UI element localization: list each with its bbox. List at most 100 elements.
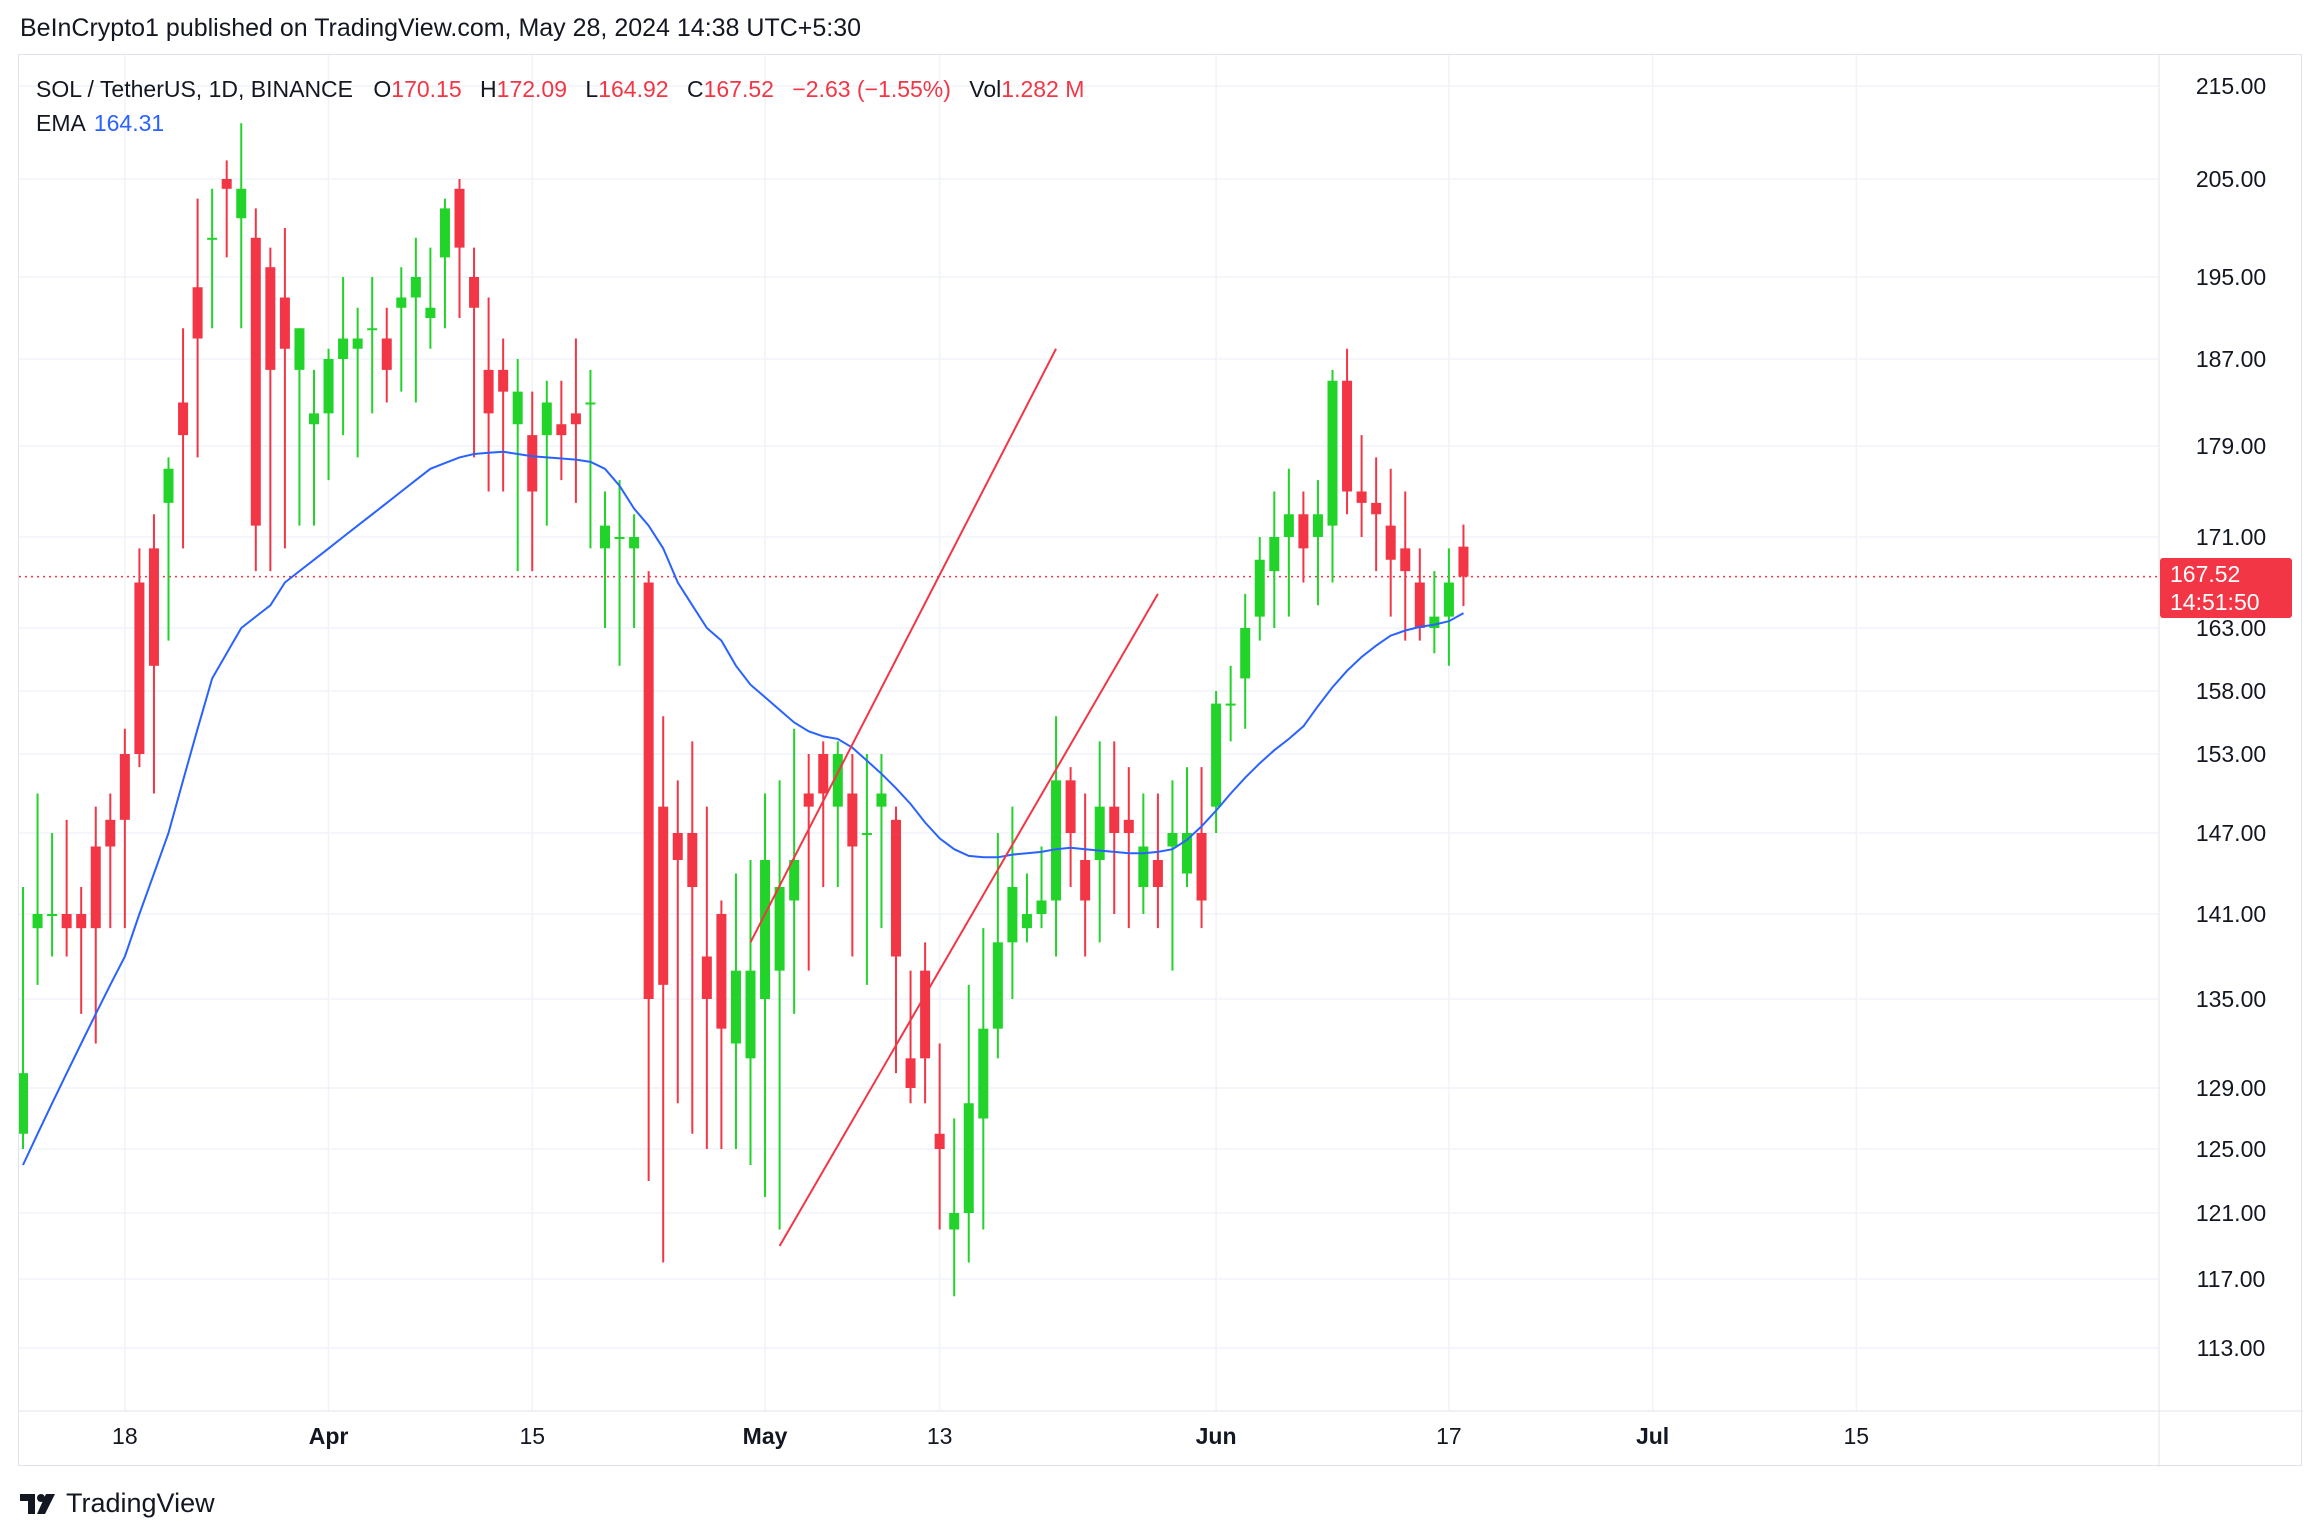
low-label: L [585, 76, 599, 102]
candle-body [541, 402, 552, 436]
candle-body [1109, 806, 1120, 833]
tradingview-logo-icon [20, 1493, 55, 1514]
bar-countdown: 14:51:50 [2170, 589, 2260, 615]
candle-body [803, 793, 814, 807]
candle-body [323, 359, 334, 414]
volume-label: Vol [969, 76, 1002, 102]
trendline-channel-top [749, 348, 1057, 943]
candle-body [1167, 833, 1178, 847]
candle-body [1400, 548, 1411, 572]
candle-body [425, 307, 436, 318]
price-tick-label: 158.00 [2196, 678, 2266, 704]
candle-body [818, 754, 829, 794]
candle-body [221, 179, 232, 189]
chart-frame[interactable]: 215.00 205.00 195.00 187.00 179.00 171.00 163.… [18, 54, 2303, 1467]
candle-body [1298, 514, 1309, 549]
candle-body [410, 277, 421, 298]
candle-body [1211, 703, 1222, 807]
price-tick-label: 121.00 [2196, 1200, 2266, 1226]
price-tick-label: 163.00 [2196, 615, 2266, 641]
candle-body [119, 754, 130, 820]
open-value: 170.15 [391, 76, 462, 102]
candle-body [61, 914, 72, 929]
candle-body [1371, 502, 1382, 515]
candle-body [687, 833, 698, 887]
candle-body [701, 956, 712, 999]
candle-body [789, 860, 800, 901]
candle-body [1269, 537, 1280, 572]
publisher-line: BeInCrypto1 published on TradingView.com… [20, 14, 862, 42]
candle-body [1182, 833, 1192, 874]
candle-body [207, 237, 218, 240]
price-tick-label: 113.00 [2197, 1335, 2266, 1361]
candle-body [32, 914, 43, 929]
candle-body [963, 1103, 974, 1213]
tradingview-logo[interactable]: TradingView [20, 1488, 215, 1519]
candle-body [876, 793, 887, 807]
candle-body [469, 277, 480, 308]
close-label: C [686, 76, 704, 102]
candle-body [905, 1058, 916, 1088]
candle-body [279, 297, 290, 349]
price-tick-label: 187.00 [2196, 346, 2266, 372]
price-tick-label: 125.00 [2196, 1136, 2266, 1162]
candle-body [265, 267, 276, 370]
price-tick-label: 205.00 [2196, 166, 2266, 192]
candle-body [512, 391, 523, 425]
candle-body [178, 402, 189, 436]
candle-body [934, 1133, 945, 1149]
ohlc-legend-row: SOL / TetherUS, 1D, BINANCE O170.15 H172… [36, 72, 1096, 106]
tradingview-brand: TradingView [66, 1488, 215, 1518]
candle-body [1443, 582, 1454, 617]
time-tick-label: 17 [1436, 1423, 1462, 1449]
symbol-label[interactable]: SOL / TetherUS, 1D, BINANCE [36, 76, 354, 102]
candle-body [847, 793, 858, 847]
price-tick-label: 117.00 [2197, 1266, 2266, 1292]
candle-body [381, 338, 392, 370]
candle-body [76, 914, 87, 929]
candle-body [600, 525, 610, 549]
candle-body [585, 402, 596, 405]
price-tick-label: 153.00 [2196, 741, 2266, 767]
trendline-channel-bottom [778, 593, 1159, 1247]
chart-canvas[interactable]: 215.00 205.00 195.00 187.00 179.00 171.00 163.… [19, 55, 2303, 1467]
price-tick-label: 135.00 [2196, 986, 2266, 1012]
time-tick-label: 13 [927, 1423, 953, 1449]
candle-body [1225, 703, 1236, 706]
candle-body [1342, 380, 1353, 492]
candle-body [730, 970, 741, 1044]
time-tick-label: Apr [309, 1423, 349, 1449]
candle-body [498, 369, 509, 392]
candle-body [1051, 780, 1062, 901]
candle-body [1254, 559, 1265, 617]
candle-body [1080, 860, 1091, 901]
time-tick-label: 15 [519, 1423, 545, 1449]
candle-body [1385, 525, 1396, 560]
candle-body [439, 208, 450, 258]
ema-label[interactable]: EMA [36, 110, 86, 136]
candle-body [352, 338, 363, 349]
volume-value: 1.282 M [1001, 76, 1085, 102]
candle-body [1356, 491, 1367, 503]
close-value: 167.52 [703, 76, 774, 102]
candle-body [1021, 914, 1032, 929]
candle-body [527, 435, 538, 492]
candle-body [1196, 833, 1207, 901]
last-price-value: 167.52 [2170, 561, 2241, 587]
candle-body [483, 369, 494, 414]
change-value: −2.63 (−1.55%) [792, 76, 951, 102]
candle-body [396, 297, 407, 308]
high-label: H [480, 76, 497, 102]
candle-body [1458, 546, 1469, 577]
candle-body [1138, 846, 1149, 887]
low-value: 164.92 [598, 76, 669, 102]
candle-body [309, 413, 319, 425]
price-tick-label: 171.00 [2196, 524, 2266, 550]
candle-body [920, 970, 931, 1059]
candle-body [192, 287, 203, 339]
ema-legend-row: EMA 164.31 [36, 106, 1096, 140]
candle-body [1429, 616, 1440, 628]
candle-body [19, 1073, 28, 1134]
open-label: O [373, 76, 392, 102]
time-tick-label: 15 [1844, 1423, 1870, 1449]
